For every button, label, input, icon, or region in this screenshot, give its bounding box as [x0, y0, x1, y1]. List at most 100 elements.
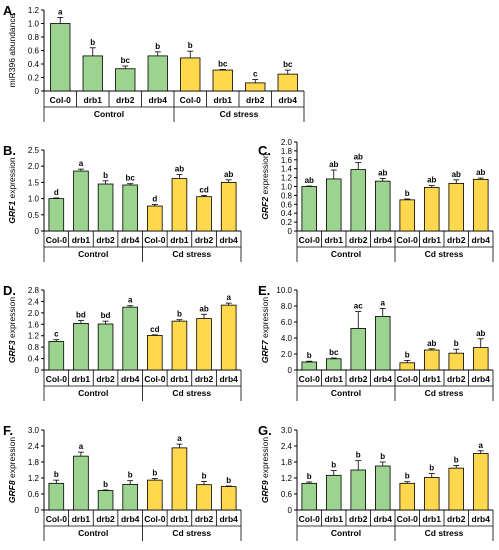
bar-drb4-cd-stress	[277, 73, 298, 92]
category-label: drb4	[279, 95, 298, 105]
bar-drb4-control	[374, 465, 391, 511]
significance-letter: b	[454, 455, 459, 464]
bar-drb4-control	[122, 184, 138, 232]
category-label: drb2	[116, 95, 135, 105]
y-axis-gene-name: GRF3	[7, 340, 17, 363]
category-label: drb4	[374, 374, 393, 384]
panel-label: F.	[3, 423, 13, 438]
bar-drb4-control	[122, 483, 138, 511]
category-label: Col-0	[299, 514, 321, 524]
bar-drb2-cd-stress	[245, 82, 266, 92]
bar-col-0-cd-stress	[399, 199, 415, 232]
category-label: drb1	[325, 235, 344, 245]
category-label: Col-0	[144, 514, 166, 524]
significance-letter: ab	[427, 176, 436, 185]
significance-letter: bc	[283, 60, 293, 69]
significance-letter: c	[253, 70, 258, 79]
bar-col-0-control	[301, 186, 317, 232]
y-tick-label: 2.8	[28, 286, 40, 295]
category-label: drb1	[170, 235, 189, 245]
y-tick-label: 1.0	[28, 20, 40, 29]
bar-drb2-control	[350, 469, 366, 511]
bar-col-0-cd-stress	[147, 335, 163, 371]
y-tick-label: 0.8	[281, 191, 293, 200]
significance-letter: a	[381, 298, 386, 307]
y-tick-label: 2.0	[28, 162, 40, 171]
y-tick-label: 1.0	[28, 195, 40, 204]
y-tick-label: 6.0	[281, 318, 293, 327]
group-label-cd-stress: Cd stress	[172, 528, 211, 538]
y-tick-label: 0	[288, 227, 293, 236]
bar-drb1-control	[73, 323, 89, 371]
y-axis-title: GRF1 expression	[7, 157, 17, 223]
y-axis-title-text: expression	[7, 437, 17, 481]
y-axis-gene-name: GRF9	[260, 480, 270, 503]
category-label: drb2	[96, 514, 115, 524]
bar-drb4-cd-stress	[472, 453, 489, 511]
y-axis-title: GRF2 expression	[260, 153, 270, 219]
y-tick-label: 0.4	[28, 60, 40, 69]
category-label: drb4	[472, 374, 491, 384]
y-tick-label: 8.0	[281, 302, 293, 311]
y-tick-label: 1.2	[281, 474, 293, 483]
y-tick-label: 1.2	[281, 174, 293, 183]
bar-drb1-control	[73, 170, 89, 232]
bar-col-0-control	[50, 23, 71, 92]
category-label: drb1	[170, 374, 189, 384]
significance-letter: ab	[378, 168, 387, 177]
bar-drb4-cd-stress	[220, 304, 237, 371]
category-label: drb2	[447, 514, 466, 524]
bar-drb2-control	[97, 490, 114, 511]
group-label-cd-stress: Cd stress	[425, 249, 464, 259]
y-tick-label: 3.0	[28, 426, 40, 435]
y-tick-label: 2.0	[281, 350, 293, 359]
group-label-cd-stress: Cd stress	[172, 388, 211, 398]
category-label: drb2	[349, 514, 368, 524]
y-tick-label: 0	[288, 366, 293, 375]
y-tick-label: 2.0	[281, 138, 293, 147]
category-label: drb2	[349, 374, 368, 384]
category-label: Col-0	[397, 374, 419, 384]
chart-panel-c: C. 00.20.40.60.81.01.21.41.61.82.0 GRF2 ex…	[258, 138, 494, 262]
bar-drb4-cd-stress	[220, 181, 237, 232]
category-label: drb2	[195, 235, 214, 245]
y-tick-label: 0.6	[281, 490, 293, 499]
category-label: drb2	[349, 235, 368, 245]
group-label-control: Control	[78, 528, 108, 538]
y-axis-gene-name: GRF1	[7, 201, 17, 224]
y-tick-label: 1.8	[281, 458, 293, 467]
bar-col-0-cd-stress	[399, 362, 415, 371]
bar-drb1-cd-stress	[171, 320, 188, 371]
y-axis-title-text: expression	[260, 297, 270, 341]
significance-letter: a	[128, 296, 133, 305]
y-axis-title-text: miR396 abundance	[7, 13, 17, 87]
category-label: drb1	[325, 514, 344, 524]
category-label: drb2	[195, 514, 214, 524]
chart-panel-f: F. 0 0.6 1.2 1.8 2.4 3.0 GRF8 expression b Col-0 a…	[3, 423, 242, 541]
bar-drb1-control	[73, 455, 89, 511]
bar-col-0-control	[48, 482, 65, 511]
bar-drb2-cd-stress	[448, 352, 464, 371]
category-label: drb4	[374, 514, 393, 524]
bar-drb2-control	[350, 169, 366, 232]
y-tick-label: 0.8	[28, 33, 40, 42]
significance-letter: c	[54, 330, 59, 339]
y-axis-title: GRF7 expression	[260, 297, 270, 363]
y-axis-title: GRF8 expression	[7, 437, 17, 503]
category-label: Col-0	[46, 514, 68, 524]
category-label: drb4	[374, 235, 393, 245]
bar-drb2-cd-stress	[196, 196, 212, 232]
significance-letter: a	[58, 7, 63, 16]
y-tick-label: 2.4	[28, 442, 40, 451]
significance-letter: bc	[121, 56, 131, 65]
bar-drb1-control	[325, 474, 342, 511]
y-tick-label: 0.4	[281, 209, 293, 218]
significance-letter: b	[429, 463, 434, 472]
category-label: Col-0	[46, 235, 68, 245]
y-tick-label: 10.0	[276, 286, 292, 295]
y-tick-label: 0	[35, 87, 40, 96]
significance-letter: ab	[224, 170, 233, 179]
y-tick-label: 2.4	[281, 442, 293, 451]
y-axis-title-text: expression	[260, 153, 270, 197]
